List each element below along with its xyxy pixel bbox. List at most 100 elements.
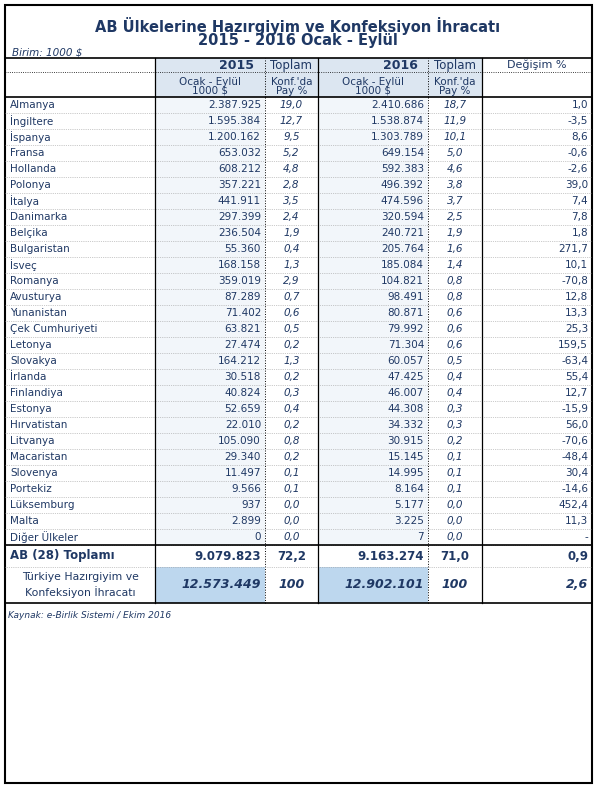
- Text: 0,0: 0,0: [447, 532, 463, 542]
- Text: 0,6: 0,6: [447, 308, 463, 318]
- Text: 0,2: 0,2: [283, 452, 300, 462]
- Bar: [318, 567, 428, 603]
- Text: Romanya: Romanya: [10, 276, 59, 286]
- Text: Yunanistan: Yunanistan: [10, 308, 67, 318]
- Bar: [318, 385, 428, 401]
- Text: 55,4: 55,4: [565, 372, 588, 382]
- Text: 0,8: 0,8: [447, 292, 463, 302]
- Text: 1.303.789: 1.303.789: [371, 132, 424, 142]
- Text: Toplam: Toplam: [434, 58, 476, 72]
- Text: 0,6: 0,6: [447, 340, 463, 350]
- Text: AB (28) Toplamı: AB (28) Toplamı: [10, 549, 115, 563]
- Text: 14.995: 14.995: [387, 468, 424, 478]
- Text: 3.225: 3.225: [394, 516, 424, 526]
- Text: 0,7: 0,7: [283, 292, 300, 302]
- Text: 63.821: 63.821: [224, 324, 261, 334]
- Bar: [318, 241, 428, 257]
- Bar: [318, 369, 428, 385]
- Text: Malta: Malta: [10, 516, 39, 526]
- Text: 240.721: 240.721: [381, 228, 424, 238]
- Text: Konf.'da: Konf.'da: [271, 76, 312, 87]
- Bar: [318, 337, 428, 353]
- Text: -2,6: -2,6: [568, 164, 588, 174]
- Text: 56,0: 56,0: [565, 420, 588, 430]
- Text: -48,4: -48,4: [561, 452, 588, 462]
- Text: 185.084: 185.084: [381, 260, 424, 270]
- Bar: [155, 145, 265, 161]
- Text: 9.566: 9.566: [231, 484, 261, 494]
- Text: 205.764: 205.764: [381, 244, 424, 254]
- Text: Letonya: Letonya: [10, 340, 51, 350]
- Text: 30.518: 30.518: [224, 372, 261, 382]
- Text: 10,1: 10,1: [444, 132, 467, 142]
- Bar: [318, 433, 428, 449]
- Text: Finlandiya: Finlandiya: [10, 388, 63, 398]
- Text: 12,7: 12,7: [565, 388, 588, 398]
- Bar: [155, 97, 265, 113]
- Text: AB Ülkelerine Hazırgiyim ve Konfeksiyon İhracatı: AB Ülkelerine Hazırgiyim ve Konfeksiyon …: [96, 17, 500, 35]
- Text: 4,6: 4,6: [447, 164, 463, 174]
- Bar: [318, 497, 428, 513]
- Bar: [318, 129, 428, 145]
- Bar: [155, 353, 265, 369]
- Text: Lüksemburg: Lüksemburg: [10, 500, 75, 510]
- Text: 1,6: 1,6: [447, 244, 463, 254]
- Text: 1000 $: 1000 $: [355, 86, 391, 95]
- Text: Pay %: Pay %: [276, 86, 307, 95]
- Bar: [318, 513, 428, 529]
- Text: Bulgaristan: Bulgaristan: [10, 244, 70, 254]
- Text: 13,3: 13,3: [565, 308, 588, 318]
- Text: 10,1: 10,1: [565, 260, 588, 270]
- Text: 0,0: 0,0: [447, 500, 463, 510]
- Bar: [318, 449, 428, 465]
- Text: 452,4: 452,4: [558, 500, 588, 510]
- Text: 1.538.874: 1.538.874: [371, 116, 424, 126]
- Text: 320.594: 320.594: [381, 212, 424, 222]
- Text: 46.007: 46.007: [387, 388, 424, 398]
- Text: 297.399: 297.399: [218, 212, 261, 222]
- Bar: [155, 513, 265, 529]
- Text: Slovenya: Slovenya: [10, 468, 58, 478]
- Text: 52.659: 52.659: [224, 404, 261, 414]
- Text: 0,0: 0,0: [447, 516, 463, 526]
- Text: 11,3: 11,3: [565, 516, 588, 526]
- Text: 3,7: 3,7: [447, 196, 463, 206]
- Text: Fransa: Fransa: [10, 148, 44, 158]
- Text: 71.402: 71.402: [224, 308, 261, 318]
- Bar: [155, 161, 265, 177]
- Bar: [318, 465, 428, 481]
- Text: 1,9: 1,9: [447, 228, 463, 238]
- Bar: [155, 321, 265, 337]
- Text: 79.992: 79.992: [387, 324, 424, 334]
- Text: 5,0: 5,0: [447, 148, 463, 158]
- Text: 100: 100: [278, 578, 304, 592]
- Bar: [155, 129, 265, 145]
- Text: 0,2: 0,2: [283, 340, 300, 350]
- Text: 0,3: 0,3: [447, 420, 463, 430]
- Text: 0,1: 0,1: [447, 484, 463, 494]
- Text: 0,1: 0,1: [447, 452, 463, 462]
- Text: 18,7: 18,7: [444, 100, 467, 110]
- Text: 34.332: 34.332: [387, 420, 424, 430]
- Bar: [155, 305, 265, 321]
- Text: İspanya: İspanya: [10, 131, 51, 143]
- Text: 0,4: 0,4: [447, 372, 463, 382]
- Text: 608.212: 608.212: [218, 164, 261, 174]
- Text: 2,6: 2,6: [566, 578, 588, 592]
- Bar: [155, 465, 265, 481]
- Bar: [318, 113, 428, 129]
- Text: 105.090: 105.090: [219, 436, 261, 446]
- Bar: [155, 417, 265, 433]
- Text: 0: 0: [254, 532, 261, 542]
- Text: 0,5: 0,5: [283, 324, 300, 334]
- Text: 271,7: 271,7: [558, 244, 588, 254]
- Text: 0,5: 0,5: [447, 356, 463, 366]
- Text: İsveç: İsveç: [10, 259, 37, 271]
- Text: Toplam: Toplam: [270, 58, 312, 72]
- Bar: [155, 449, 265, 465]
- Text: 159,5: 159,5: [558, 340, 588, 350]
- Text: 2.410.686: 2.410.686: [371, 100, 424, 110]
- Text: 80.871: 80.871: [387, 308, 424, 318]
- Text: 1000 $: 1000 $: [192, 86, 228, 95]
- Text: 4,8: 4,8: [283, 164, 300, 174]
